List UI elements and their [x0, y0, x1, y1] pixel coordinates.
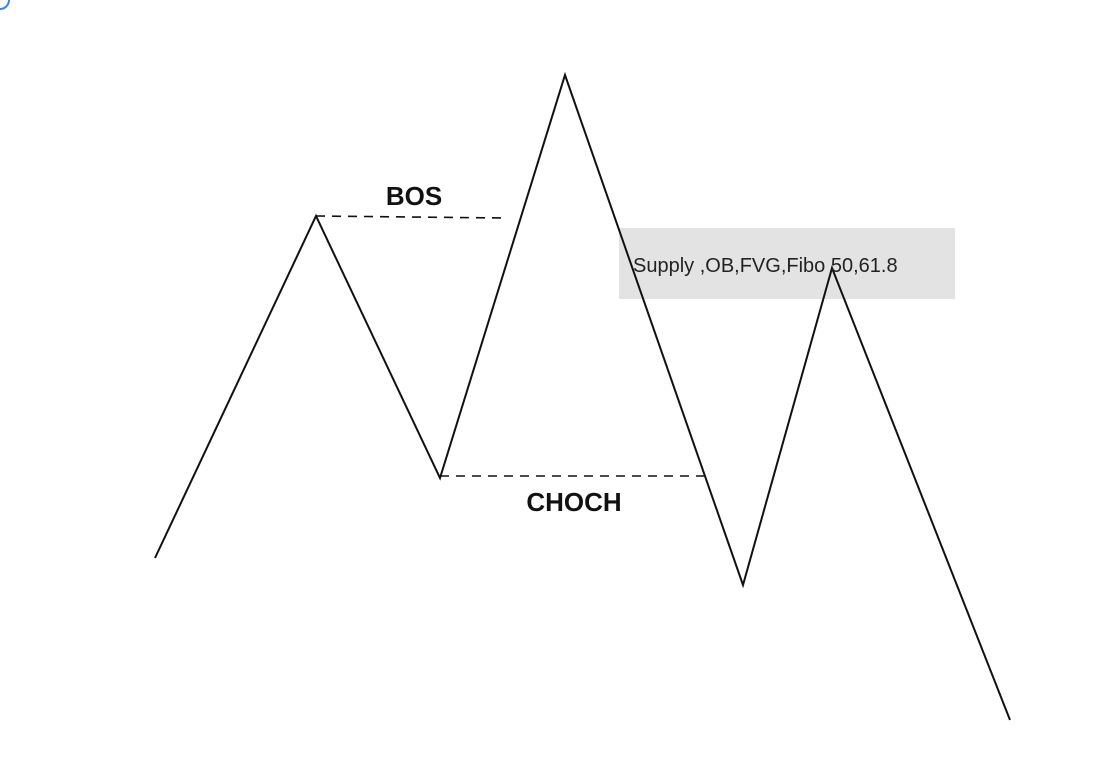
bos-level-line — [315, 215, 506, 219]
price-path — [154, 71, 1011, 721]
supply-zone — [619, 228, 955, 299]
supply-zone-label: Supply ,OB,FVG,Fibo 50,61.8 — [633, 255, 898, 277]
choch-label: CHOCH — [526, 487, 621, 517]
bos-label: BOS — [386, 181, 442, 211]
